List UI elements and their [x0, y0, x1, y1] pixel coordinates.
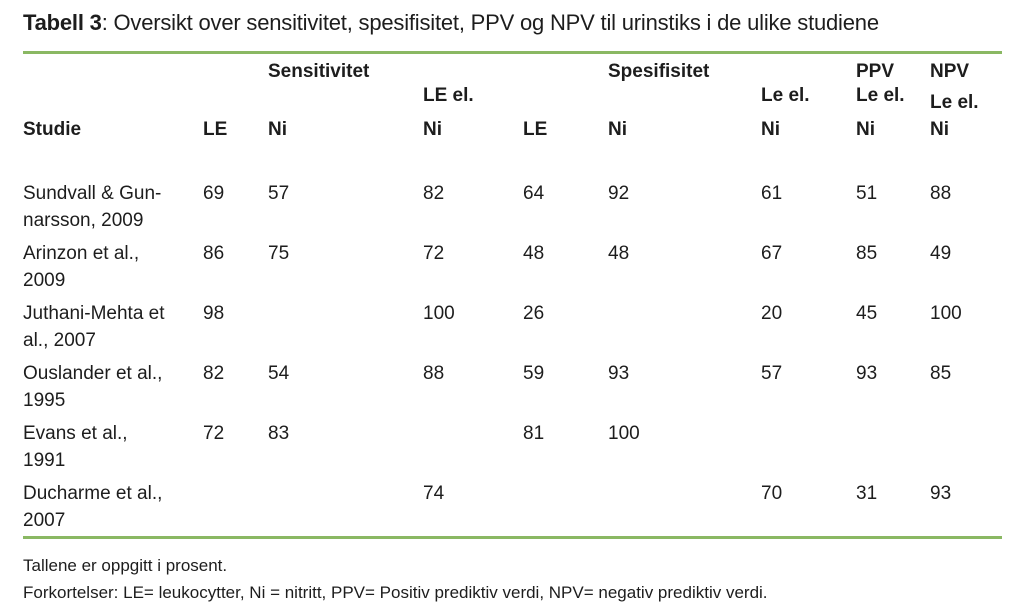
table-title-text: : Oversikt over sensitivitet, spesifisit… [101, 10, 879, 35]
value-cell: 100 [608, 423, 640, 444]
col-header-sens-le-ni: Ni [423, 119, 442, 140]
col-header-sens-le: LE [203, 119, 228, 140]
value-cell: 81 [523, 423, 545, 444]
value-cell: 83 [268, 423, 290, 444]
table-title: Tabell 3: Oversikt over sensitivitet, sp… [23, 10, 1004, 36]
value-cell: 86 [203, 243, 225, 264]
table-header: Sensitivitet Spesifisitet PPV NPV LE el.… [23, 53, 1002, 181]
value-cell: 98 [203, 303, 225, 324]
value-cell [268, 480, 423, 538]
table-row: Evans et al., 1991 72 83 81 100 [23, 420, 1002, 480]
value-cell: 69 [203, 183, 225, 204]
table-row: Sundvall & Gun- narsson, 2009 69 57 82 6… [23, 180, 1002, 240]
value-cell: 20 [761, 303, 783, 324]
value-cell: 31 [856, 483, 878, 504]
value-cell: 88 [930, 183, 952, 204]
value-cell: 72 [203, 423, 225, 444]
table-row: Juthani-Mehta et al., 2007 98 100 26 20 … [23, 300, 1002, 360]
col-header-studie: Studie [23, 119, 82, 140]
header-group-row: Sensitivitet Spesifisitet PPV NPV [23, 53, 1002, 85]
value-cell: 49 [930, 243, 952, 264]
col-header-spes-ni: Ni [608, 119, 627, 140]
value-cell [203, 480, 268, 538]
table-row: Ducharme et al., 2007 74 70 31 93 [23, 480, 1002, 538]
value-cell [761, 420, 856, 480]
col-header-ppv-ni: Ni [856, 119, 875, 140]
footnote-percent: Tallene er oppgitt i prosent. [23, 556, 228, 575]
subheader-sens-le-el: LE el. [423, 85, 474, 106]
study-cell: Arinzon et al., 2009 [23, 243, 140, 291]
value-cell: 88 [423, 363, 445, 384]
group-header-npv: NPV [930, 61, 970, 82]
value-cell: 93 [930, 483, 952, 504]
value-cell [856, 420, 930, 480]
value-cell: 85 [930, 363, 952, 384]
value-cell: 54 [268, 363, 290, 384]
value-cell: 100 [423, 303, 455, 324]
value-cell: 57 [761, 363, 783, 384]
subheader-npv-le-el: Le el. [930, 92, 979, 113]
value-cell [523, 480, 608, 538]
subheader-spes-le-el: Le el. [761, 85, 810, 106]
value-cell: 93 [608, 363, 630, 384]
col-header-npv-ni: Ni [930, 119, 949, 140]
study-cell: Ducharme et al., 2007 [23, 483, 163, 531]
group-header-spesifisitet: Spesifisitet [608, 61, 710, 82]
value-cell: 48 [608, 243, 630, 264]
col-header-spes-le: LE [523, 119, 548, 140]
value-cell [608, 480, 761, 538]
value-cell [268, 300, 423, 360]
study-results-table: Sensitivitet Spesifisitet PPV NPV LE el.… [23, 51, 1002, 539]
value-cell: 100 [930, 303, 962, 324]
value-cell: 61 [761, 183, 783, 204]
group-header-sensitivitet: Sensitivitet [268, 61, 370, 82]
value-cell [608, 300, 761, 360]
value-cell: 82 [423, 183, 445, 204]
header-sub-row: LE el. Le el. Le el. Le el. [23, 84, 1002, 119]
table-body: Sundvall & Gun- narsson, 2009 69 57 82 6… [23, 180, 1002, 538]
value-cell: 67 [761, 243, 783, 264]
value-cell: 75 [268, 243, 290, 264]
study-cell: Juthani-Mehta et al., 2007 [23, 303, 165, 351]
value-cell: 85 [856, 243, 878, 264]
subheader-ppv-le-el: Le el. [856, 85, 905, 106]
value-cell: 64 [523, 183, 545, 204]
col-header-sens-ni: Ni [268, 119, 287, 140]
value-cell: 72 [423, 243, 445, 264]
value-cell: 70 [761, 483, 783, 504]
table-row: Arinzon et al., 2009 86 75 72 48 48 67 8… [23, 240, 1002, 300]
value-cell: 26 [523, 303, 545, 324]
group-header-ppv: PPV [856, 61, 895, 82]
value-cell: 93 [856, 363, 878, 384]
study-cell: Evans et al., 1991 [23, 423, 128, 471]
value-cell [930, 420, 1002, 480]
table-row: Ouslander et al., 1995 82 54 88 59 93 57… [23, 360, 1002, 420]
table-footnotes: Tallene er oppgitt i prosent. Forkortels… [23, 552, 1004, 606]
value-cell: 82 [203, 363, 225, 384]
table-title-number: Tabell 3 [23, 10, 102, 35]
value-cell: 57 [268, 183, 290, 204]
value-cell: 45 [856, 303, 878, 324]
value-cell: 59 [523, 363, 545, 384]
value-cell: 92 [608, 183, 630, 204]
study-cell: Ouslander et al., 1995 [23, 363, 163, 411]
value-cell: 74 [423, 483, 445, 504]
col-header-spes-le-ni: Ni [761, 119, 780, 140]
footnote-abbreviations: Forkortelser: LE= leukocytter, Ni = nitr… [23, 583, 768, 602]
value-cell: 51 [856, 183, 878, 204]
header-columns-row: Studie LE Ni Ni LE Ni Ni Ni Ni [23, 119, 1002, 180]
value-cell: 48 [523, 243, 545, 264]
value-cell [423, 420, 523, 480]
study-cell: Sundvall & Gun- narsson, 2009 [23, 183, 162, 231]
